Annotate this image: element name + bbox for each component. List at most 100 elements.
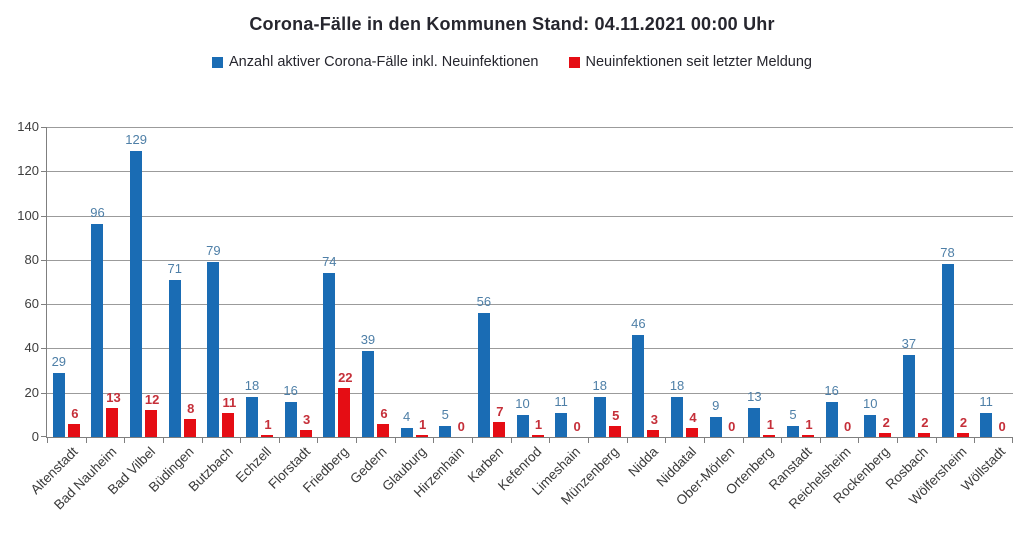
x-axis-labels: Altenstadt Bad Nauheim Bad Vilbel Büdingen B… bbox=[28, 444, 1012, 534]
new-infections-value-label: 1 bbox=[418, 416, 427, 432]
new-infections-value-label: 3 bbox=[303, 412, 311, 428]
new-infections-value-label: 1 bbox=[766, 416, 774, 432]
new-infections-bar bbox=[608, 425, 621, 437]
y-axis-tick bbox=[41, 127, 46, 128]
x-axis-tick bbox=[781, 438, 782, 443]
y-axis-tick-label: 40 bbox=[24, 340, 39, 356]
new-infections-bar bbox=[763, 434, 776, 437]
gridline bbox=[47, 127, 1013, 128]
active-cases-value-label: 16 bbox=[283, 382, 298, 398]
legend-item-new-infections: Neuinfektionen seit letzter Meldung bbox=[568, 54, 813, 70]
active-cases-value-label: 4 bbox=[402, 409, 411, 425]
new-infections-value-label: 2 bbox=[959, 414, 968, 430]
active-cases-bar bbox=[941, 264, 954, 437]
active-cases-value-label: 18 bbox=[592, 378, 607, 394]
category-label: Nidda bbox=[624, 444, 661, 480]
new-infections-value-label: 3 bbox=[650, 412, 659, 428]
y-axis-tick bbox=[41, 259, 46, 261]
y-axis-tick bbox=[41, 304, 46, 306]
active-cases-bar bbox=[130, 151, 143, 437]
active-cases-bar bbox=[52, 372, 65, 437]
active-cases-value-label: 16 bbox=[824, 382, 839, 398]
active-cases-value-label: 9 bbox=[712, 398, 720, 414]
new-infections-bar bbox=[106, 408, 119, 437]
active-cases-value-label: 129 bbox=[125, 132, 147, 148]
active-cases-value-label: 39 bbox=[360, 331, 376, 347]
new-infections-bar bbox=[531, 434, 544, 437]
new-infections-value-label: 2 bbox=[921, 414, 929, 430]
active-cases-value-label: 11 bbox=[979, 393, 993, 409]
active-cases-bar bbox=[902, 355, 915, 437]
active-cases-bar bbox=[168, 279, 181, 437]
new-infections-bar bbox=[917, 432, 930, 437]
legend-label-new-infections: Neuinfektionen seit letzter Meldung bbox=[585, 54, 813, 70]
y-axis-tick bbox=[41, 215, 46, 217]
x-axis-tick bbox=[240, 438, 241, 443]
y-axis-tick bbox=[41, 436, 46, 437]
new-infections-value-label: 1 bbox=[805, 416, 813, 432]
new-infections-bar bbox=[647, 430, 660, 437]
x-axis-tick bbox=[974, 438, 975, 443]
new-infections-value-label: 1 bbox=[264, 416, 272, 432]
active-cases-value-label: 5 bbox=[441, 406, 449, 422]
x-axis-tick bbox=[743, 438, 744, 443]
x-axis-tick bbox=[356, 438, 357, 443]
active-cases-bar bbox=[632, 335, 645, 437]
active-cases-bar bbox=[709, 417, 722, 437]
x-axis-tick bbox=[317, 438, 318, 443]
x-axis-tick bbox=[279, 438, 280, 443]
new-infections-value-label: 2 bbox=[882, 414, 890, 430]
active-cases-bar bbox=[593, 397, 606, 437]
new-infections-bar bbox=[956, 432, 969, 437]
new-infections-value-label: 8 bbox=[187, 401, 195, 417]
x-axis-tick bbox=[704, 438, 705, 443]
active-cases-value-label: 56 bbox=[476, 294, 492, 309]
y-axis-tick-label: 120 bbox=[17, 163, 39, 179]
gridline bbox=[47, 259, 1013, 261]
new-infections-value-label: 22 bbox=[338, 370, 353, 386]
x-axis-tick bbox=[472, 438, 473, 443]
x-axis-tick bbox=[820, 438, 821, 443]
active-cases-value-label: 5 bbox=[789, 406, 797, 422]
new-infections-value-label: 7 bbox=[496, 403, 504, 419]
active-cases-bar bbox=[864, 414, 877, 437]
new-infections-bar bbox=[686, 428, 699, 437]
x-axis-tick bbox=[163, 438, 164, 443]
new-infections-value-label: 0 bbox=[457, 419, 465, 434]
active-cases-bar bbox=[439, 425, 452, 437]
new-infections-bar bbox=[222, 412, 235, 437]
y-axis-tick-label: 100 bbox=[17, 207, 39, 223]
active-cases-bar bbox=[246, 397, 259, 437]
active-cases-value-label: 13 bbox=[747, 389, 762, 405]
legend-swatch-red-icon bbox=[568, 56, 580, 68]
new-infections-bar bbox=[376, 423, 389, 437]
new-infections-bar bbox=[415, 434, 428, 437]
active-cases-value-label: 96 bbox=[90, 205, 105, 221]
legend: Anzahl aktiver Corona-Fälle inkl. Neuinf… bbox=[0, 54, 1024, 70]
new-infections-bar bbox=[183, 419, 196, 437]
x-axis-tick bbox=[124, 438, 125, 443]
new-infections-bar bbox=[67, 423, 80, 437]
new-infections-value-label: 6 bbox=[71, 405, 79, 421]
active-cases-bar bbox=[207, 262, 220, 437]
new-infections-bar bbox=[261, 434, 274, 437]
new-infections-value-label: 11 bbox=[222, 394, 237, 410]
active-cases-bar bbox=[555, 412, 568, 437]
active-cases-value-label: 37 bbox=[901, 336, 917, 352]
active-cases-bar bbox=[748, 408, 761, 437]
active-cases-value-label: 74 bbox=[322, 254, 337, 270]
legend-label-active-cases: Anzahl aktiver Corona-Fälle inkl. Neuinf… bbox=[229, 54, 539, 70]
new-infections-bar bbox=[299, 430, 312, 437]
active-cases-value-label: 18 bbox=[244, 378, 260, 394]
active-cases-bar bbox=[980, 412, 993, 437]
gridline bbox=[47, 392, 1013, 394]
x-axis-tick bbox=[627, 438, 628, 443]
active-cases-value-label: 78 bbox=[940, 245, 955, 261]
x-axis-tick bbox=[588, 438, 589, 443]
active-cases-bar bbox=[477, 313, 490, 437]
new-infections-value-label: 0 bbox=[573, 419, 581, 434]
active-cases-bar bbox=[825, 401, 838, 437]
new-infections-value-label: 5 bbox=[612, 407, 620, 423]
chart-title: Corona-Fälle in den Kommunen Stand: 04.1… bbox=[249, 14, 775, 34]
active-cases-value-label: 46 bbox=[631, 316, 646, 332]
